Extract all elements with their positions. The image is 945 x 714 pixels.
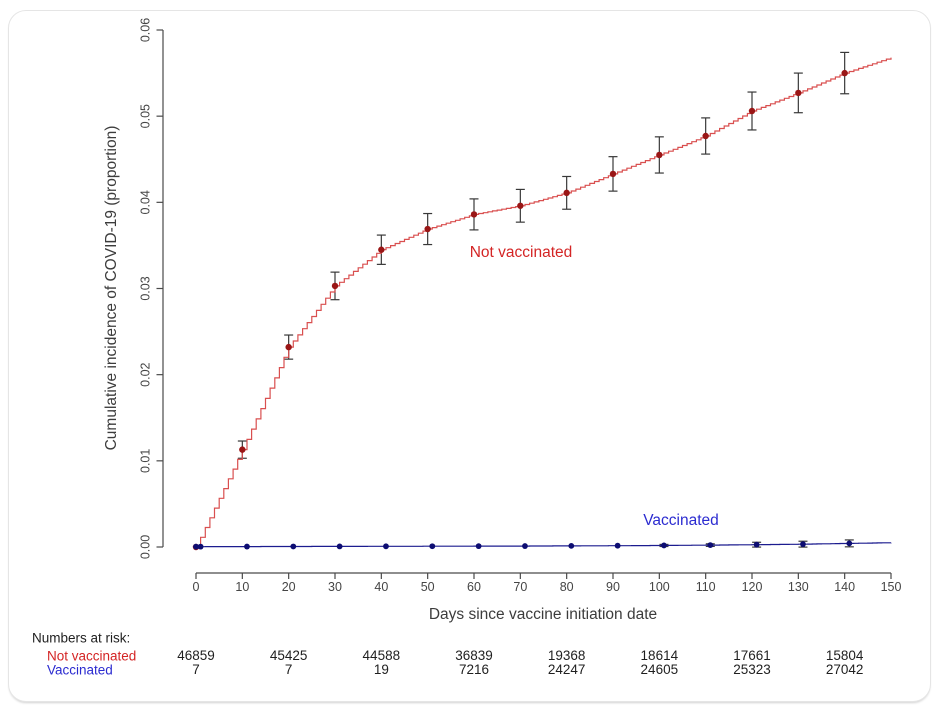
series-marker-vaccinated	[336, 543, 343, 550]
series-marker-not-vaccinated	[378, 246, 385, 253]
y-tick-label: 0.00	[138, 535, 152, 559]
y-tick-label: 0.03	[138, 276, 152, 300]
series-marker-vaccinated	[707, 542, 714, 549]
x-tick-label: 90	[606, 580, 620, 594]
risk-count-vaccinated: 7	[285, 662, 293, 677]
x-tick-label: 30	[328, 580, 342, 594]
x-tick-label: 0	[193, 580, 200, 594]
series-marker-not-vaccinated	[702, 132, 709, 140]
risk-count-not-vaccinated: 18614	[641, 648, 679, 663]
series-marker-vaccinated	[522, 543, 528, 549]
risk-count-vaccinated: 25323	[733, 662, 771, 677]
x-tick-label: 60	[467, 580, 481, 594]
y-tick-label: 0.05	[138, 104, 152, 128]
x-tick-label: 110	[696, 580, 716, 594]
series-marker-vaccinated	[614, 542, 621, 549]
series-label-vaccinated: Vaccinated	[643, 512, 719, 529]
series-marker-vaccinated	[193, 543, 199, 550]
y-axis-title: Cumulative incidence of COVID-19 (propor…	[103, 125, 120, 451]
series-marker-not-vaccinated	[424, 225, 431, 233]
risk-table-title: Numbers at risk:	[32, 630, 131, 646]
series-marker-vaccinated	[800, 541, 806, 548]
risk-count-not-vaccinated: 15804	[826, 648, 864, 663]
series-marker-vaccinated	[197, 543, 204, 550]
y-tick-label: 0.02	[138, 362, 152, 386]
risk-count-vaccinated: 27042	[826, 662, 864, 677]
x-tick-label: 100	[649, 580, 670, 594]
x-tick-label: 50	[421, 580, 435, 594]
x-tick-label: 130	[788, 580, 809, 594]
risk-count-not-vaccinated: 44588	[363, 648, 401, 663]
series-marker-vaccinated	[475, 543, 482, 550]
risk-count-not-vaccinated: 19368	[548, 648, 586, 663]
x-tick-label: 140	[834, 580, 855, 594]
risk-row-label-vaccinated: Vaccinated	[47, 662, 113, 678]
x-tick-label: 120	[742, 580, 763, 594]
risk-row-label-not-vaccinated: Not vaccinated	[47, 648, 137, 664]
risk-count-not-vaccinated: 36839	[455, 648, 493, 663]
series-marker-vaccinated	[661, 542, 667, 549]
series-marker-not-vaccinated	[748, 107, 756, 115]
series-marker-not-vaccinated	[331, 282, 339, 290]
x-tick-label: 40	[374, 580, 388, 594]
y-tick-label: 0.01	[138, 449, 152, 473]
y-tick-label: 0.06	[138, 18, 152, 42]
risk-count-vaccinated: 24605	[641, 662, 679, 677]
series-line-vaccinated	[196, 542, 892, 548]
series-marker-not-vaccinated	[470, 211, 478, 218]
series-marker-vaccinated	[568, 542, 575, 549]
figure-card	[8, 10, 931, 702]
series-marker-vaccinated	[846, 540, 853, 547]
series-marker-not-vaccinated	[656, 151, 663, 159]
y-tick-label: 0.04	[138, 190, 152, 214]
risk-count-not-vaccinated: 17661	[733, 648, 771, 663]
series-marker-not-vaccinated	[609, 170, 617, 178]
risk-count-not-vaccinated: 45425	[270, 648, 308, 663]
series-line-not-vaccinated	[196, 57, 892, 548]
series-marker-not-vaccinated	[841, 69, 848, 77]
series-marker-not-vaccinated	[285, 343, 292, 351]
risk-count-vaccinated: 24247	[548, 662, 586, 677]
series-marker-vaccinated	[753, 541, 760, 548]
x-tick-label: 150	[881, 580, 902, 594]
series-marker-vaccinated	[429, 543, 436, 550]
x-axis-title: Days since vaccine initiation date	[428, 606, 658, 623]
series-marker-not-vaccinated	[239, 446, 246, 453]
series-marker-vaccinated	[244, 543, 250, 550]
series-marker-vaccinated	[383, 543, 389, 550]
risk-count-vaccinated: 19	[374, 662, 389, 677]
x-tick-label: 10	[235, 580, 249, 594]
series-label-not-vaccinated: Not vaccinated	[469, 244, 573, 261]
series-marker-not-vaccinated	[563, 189, 570, 197]
series-marker-vaccinated	[290, 543, 297, 550]
x-tick-label: 80	[560, 580, 574, 594]
risk-count-vaccinated: 7	[192, 662, 200, 677]
x-tick-label: 20	[282, 580, 296, 594]
risk-count-not-vaccinated: 46859	[177, 648, 215, 663]
risk-count-vaccinated: 7216	[459, 662, 489, 677]
series-marker-not-vaccinated	[795, 89, 802, 97]
x-tick-label: 70	[513, 580, 527, 594]
series-marker-not-vaccinated	[517, 202, 524, 209]
